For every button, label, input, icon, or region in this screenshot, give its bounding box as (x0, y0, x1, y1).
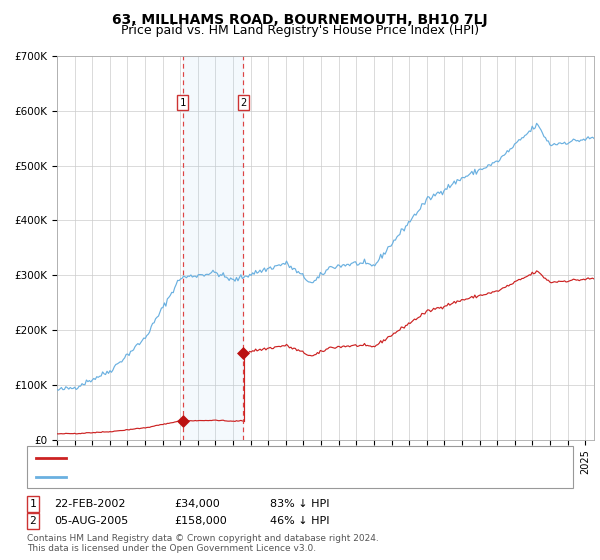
Text: 63, MILLHAMS ROAD, BOURNEMOUTH, BH10 7LJ: 63, MILLHAMS ROAD, BOURNEMOUTH, BH10 7LJ (112, 13, 488, 27)
Text: This data is licensed under the Open Government Licence v3.0.: This data is licensed under the Open Gov… (27, 544, 316, 553)
Bar (182, 56, 243, 440)
Text: 1: 1 (29, 499, 37, 509)
Text: 2: 2 (29, 516, 37, 526)
Text: £158,000: £158,000 (174, 516, 227, 526)
Text: 2: 2 (240, 97, 247, 108)
Text: 05-AUG-2005: 05-AUG-2005 (54, 516, 128, 526)
Text: 63, MILLHAMS ROAD, BOURNEMOUTH, BH10 7LJ (detached house): 63, MILLHAMS ROAD, BOURNEMOUTH, BH10 7LJ… (72, 453, 417, 463)
Text: 83% ↓ HPI: 83% ↓ HPI (270, 499, 329, 509)
Text: Price paid vs. HM Land Registry's House Price Index (HPI): Price paid vs. HM Land Registry's House … (121, 24, 479, 36)
Text: Contains HM Land Registry data © Crown copyright and database right 2024.: Contains HM Land Registry data © Crown c… (27, 534, 379, 543)
Text: 1: 1 (179, 97, 185, 108)
Text: 22-FEB-2002: 22-FEB-2002 (54, 499, 125, 509)
Text: £34,000: £34,000 (174, 499, 220, 509)
Text: HPI: Average price, detached house, Bournemouth Christchurch and Poole: HPI: Average price, detached house, Bour… (72, 472, 460, 482)
Text: 46% ↓ HPI: 46% ↓ HPI (270, 516, 329, 526)
